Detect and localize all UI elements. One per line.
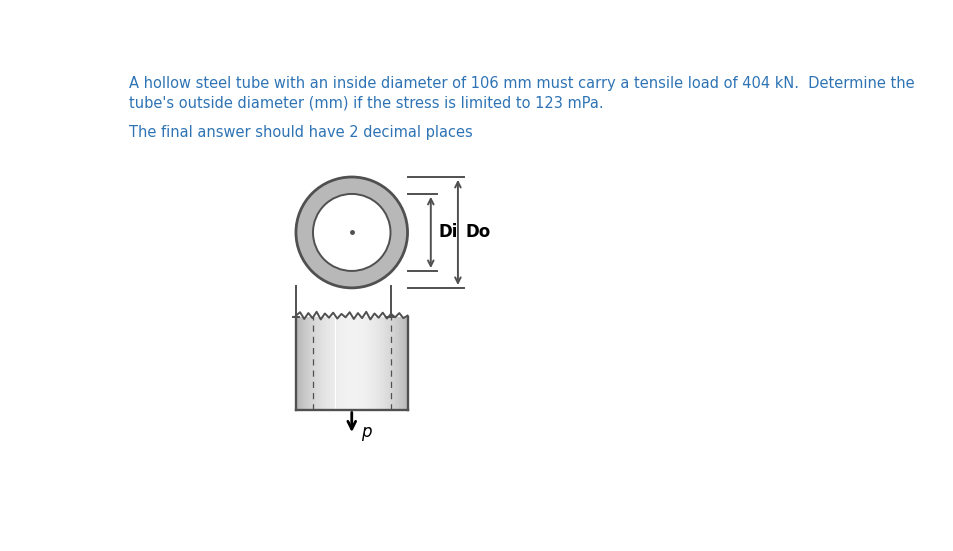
Bar: [295, 317, 297, 409]
Bar: [309, 317, 310, 409]
Text: A hollow steel tube with an inside diameter of 106 mm must carry a tensile load : A hollow steel tube with an inside diame…: [130, 76, 914, 91]
Text: Do: Do: [465, 224, 491, 241]
Bar: [313, 317, 314, 409]
Bar: [359, 317, 360, 409]
Bar: [386, 317, 387, 409]
Bar: [368, 317, 369, 409]
Bar: [387, 317, 389, 409]
Bar: [318, 317, 319, 409]
Bar: [374, 317, 375, 409]
Bar: [321, 317, 322, 409]
Bar: [383, 317, 384, 409]
Bar: [390, 317, 392, 409]
Bar: [314, 317, 315, 409]
Bar: [376, 317, 377, 409]
Bar: [389, 317, 390, 409]
Bar: [327, 317, 328, 409]
Bar: [403, 317, 404, 409]
Bar: [339, 317, 341, 409]
Bar: [392, 317, 393, 409]
Bar: [342, 317, 344, 409]
Bar: [366, 317, 368, 409]
Bar: [316, 317, 318, 409]
Text: Di: Di: [438, 224, 457, 241]
Bar: [298, 317, 300, 409]
Bar: [404, 317, 406, 409]
Bar: [401, 317, 403, 409]
Bar: [385, 317, 386, 409]
Bar: [362, 317, 363, 409]
Polygon shape: [295, 177, 407, 288]
Bar: [347, 317, 348, 409]
Bar: [397, 317, 398, 409]
Bar: [315, 317, 316, 409]
Bar: [375, 317, 376, 409]
Bar: [324, 317, 325, 409]
Bar: [393, 317, 395, 409]
Bar: [341, 317, 342, 409]
Bar: [300, 317, 301, 409]
Bar: [345, 317, 347, 409]
Text: The final answer should have 2 decimal places: The final answer should have 2 decimal p…: [130, 125, 473, 139]
Bar: [377, 317, 379, 409]
Bar: [330, 317, 331, 409]
Bar: [395, 317, 397, 409]
Bar: [355, 317, 356, 409]
Bar: [335, 317, 336, 409]
Bar: [336, 317, 338, 409]
Bar: [348, 317, 349, 409]
Bar: [349, 317, 351, 409]
Bar: [304, 317, 306, 409]
Bar: [356, 317, 357, 409]
Bar: [306, 317, 307, 409]
Bar: [400, 317, 401, 409]
Bar: [398, 317, 400, 409]
Bar: [328, 317, 330, 409]
Bar: [319, 317, 321, 409]
Bar: [363, 317, 365, 409]
Bar: [325, 317, 327, 409]
Bar: [406, 317, 407, 409]
Bar: [303, 317, 304, 409]
Bar: [297, 317, 298, 409]
Bar: [357, 317, 359, 409]
Bar: [365, 317, 366, 409]
Bar: [371, 317, 372, 409]
Bar: [307, 317, 309, 409]
Bar: [382, 317, 383, 409]
Bar: [360, 317, 362, 409]
Bar: [369, 317, 371, 409]
Bar: [312, 317, 313, 409]
Bar: [331, 317, 333, 409]
Bar: [379, 317, 380, 409]
Bar: [380, 317, 382, 409]
Bar: [354, 317, 355, 409]
Bar: [322, 317, 324, 409]
Bar: [351, 317, 352, 409]
Bar: [334, 317, 335, 409]
Bar: [352, 317, 354, 409]
Bar: [310, 317, 311, 409]
Text: tube's outside diameter (mm) if the stress is limited to 123 mPa.: tube's outside diameter (mm) if the stre…: [130, 95, 603, 110]
Bar: [344, 317, 345, 409]
Polygon shape: [313, 194, 390, 271]
Text: p: p: [360, 423, 371, 441]
Bar: [407, 317, 409, 409]
Bar: [338, 317, 339, 409]
Bar: [333, 317, 334, 409]
Bar: [301, 317, 303, 409]
Bar: [372, 317, 374, 409]
